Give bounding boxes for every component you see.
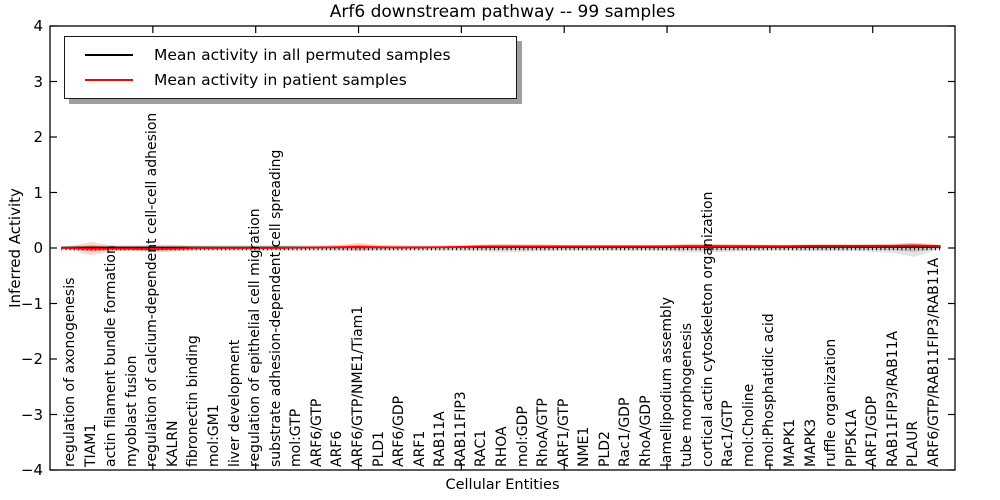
x-tick-label: ARF6/GTP (308, 398, 325, 467)
patient-band-outer (61, 241, 941, 256)
y-tick-label: −3 (20, 405, 43, 424)
legend-line-black-icon (85, 54, 133, 56)
legend-line-red-icon (85, 79, 133, 81)
x-tick-label: RHOA (494, 426, 510, 467)
x-tick-label: RAC1 (473, 429, 490, 467)
legend-item-patient: Mean activity in patient samples (65, 71, 516, 89)
x-tick-label: actin filament bundle formation (103, 245, 120, 467)
x-tick-label: regulation of epithelial cell migration (247, 208, 264, 467)
x-tick-label: mol:GTP (288, 408, 305, 467)
x-tick-label: ARF6 (329, 430, 346, 467)
y-tick-label: 0 (33, 239, 43, 257)
x-tick-label: tube morphogenesis (679, 322, 696, 467)
x-tick-label: PIP5K1A (843, 409, 860, 467)
y-tick-label: 2 (33, 128, 43, 146)
legend-item-permuted: Mean activity in all permuted samples (65, 46, 516, 64)
x-tick-label: KALRN (164, 420, 181, 467)
x-tick-label: ARF6/GTP/NME1/Tiam1 (350, 305, 367, 467)
x-tick-label: RAB11FIP3 (452, 391, 469, 467)
x-tick-label: lamellipodium assembly (658, 296, 675, 467)
x-axis-label: Cellular Entities (445, 477, 560, 493)
x-tick-label: ARF6/GDP (391, 395, 408, 467)
y-tick-label: −1 (20, 294, 43, 313)
x-tick-label: TIAM1 (82, 423, 99, 467)
x-tick-label: mol:Phosphatidic acid (761, 313, 778, 467)
legend-label-patient: Mean activity in patient samples (154, 71, 407, 89)
x-tick-label: RAB11A (432, 411, 449, 467)
y-tick-label: 3 (33, 72, 43, 91)
patient-mean-line (61, 244, 941, 250)
legend: Mean activity in all permuted samples Me… (64, 36, 517, 99)
x-tick-label: PLD1 (370, 431, 387, 467)
x-tick-label: MAPK3 (802, 418, 819, 467)
x-tick-label: mol:Choline (740, 383, 757, 467)
x-tick-label: RhoA/GDP (637, 395, 654, 467)
x-tick-label: Rac1/GDP (617, 397, 634, 467)
x-tick-label: RhoA/GTP (535, 398, 552, 467)
x-tick-label: PLAUR (905, 420, 922, 467)
legend-label-permuted: Mean activity in all permuted samples (154, 46, 451, 64)
y-tick-label: −2 (20, 350, 43, 368)
x-tick-label: mol:GDP (514, 406, 531, 467)
x-tick-label: Rac1/GTP (720, 400, 737, 467)
chart-title: Arf6 downstream pathway -- 99 samples (329, 2, 676, 22)
x-tick-label: myoblast fusion (123, 355, 140, 467)
y-tick-label: −4 (20, 461, 43, 479)
plot-frame (49, 25, 956, 471)
x-tick-label: ARF1/GTP (555, 398, 572, 467)
x-tick-label: ruffle organization (823, 338, 840, 467)
y-tick-label: 4 (33, 17, 43, 35)
x-tick-label: fibronectin binding (185, 335, 202, 467)
x-tick-label: MAPK1 (781, 418, 798, 467)
y-tick-label: 1 (33, 183, 43, 202)
x-tick-label: mol:GM1 (206, 404, 223, 467)
x-tick-label: cortical actin cytoskeleton organization (699, 191, 716, 467)
x-tick-label: NME1 (576, 426, 593, 467)
x-tick-label: ARF1/GDP (864, 395, 881, 467)
x-tick-label: ARF6/GTP/RAB11FIP3/RAB11A (925, 257, 942, 467)
x-tick-label: regulation of axonogenesis (62, 277, 79, 467)
x-tick-label: ARF1 (411, 430, 428, 467)
x-tick-label: substrate adhesion-dependent cell spread… (267, 149, 284, 467)
x-tick-label: PLD2 (596, 431, 613, 467)
x-tick-label: liver development (226, 339, 243, 467)
x-tick-label: RAB11FIP3/RAB11A (884, 330, 901, 467)
x-tick-label: regulation of calcium-dependent cell-cel… (144, 112, 161, 467)
